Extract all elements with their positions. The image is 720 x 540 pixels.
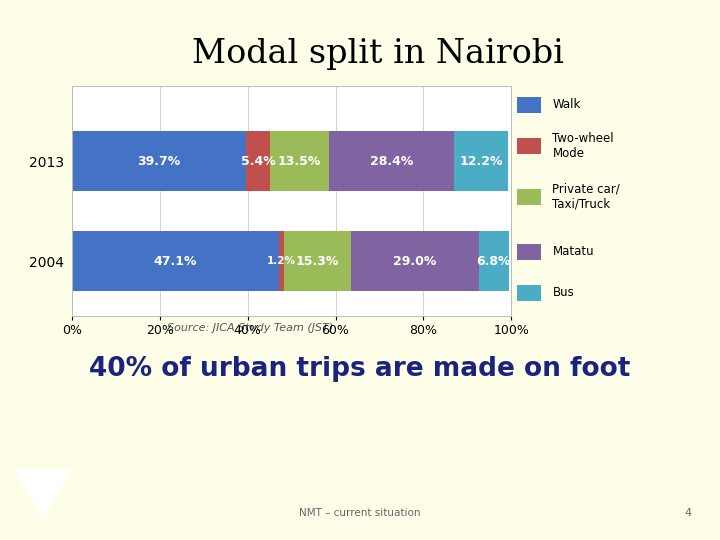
Bar xyxy=(270,131,329,191)
Text: 12.2%: 12.2% xyxy=(459,155,503,168)
FancyBboxPatch shape xyxy=(517,188,541,205)
Bar xyxy=(454,131,508,191)
Text: Source: JICA Study Team (JST): Source: JICA Study Team (JST) xyxy=(167,323,333,333)
Text: 15.3%: 15.3% xyxy=(296,254,339,267)
Bar xyxy=(479,231,508,291)
Bar xyxy=(279,231,284,291)
FancyBboxPatch shape xyxy=(517,244,541,260)
Text: 40% of urban trips are made on foot: 40% of urban trips are made on foot xyxy=(89,355,631,382)
Text: 4: 4 xyxy=(684,508,691,518)
Bar xyxy=(72,231,279,291)
Text: 47.1%: 47.1% xyxy=(153,254,197,267)
Bar xyxy=(72,131,246,191)
Text: Private car/
Taxi/Truck: Private car/ Taxi/Truck xyxy=(552,183,620,211)
Polygon shape xyxy=(14,470,72,519)
Text: 5.4%: 5.4% xyxy=(241,155,276,168)
Bar xyxy=(329,131,454,191)
Bar xyxy=(246,131,270,191)
Text: 29.0%: 29.0% xyxy=(393,254,437,267)
Text: 28.4%: 28.4% xyxy=(370,155,413,168)
Text: 6.8%: 6.8% xyxy=(477,254,511,267)
FancyBboxPatch shape xyxy=(517,97,541,113)
Text: 1.2%: 1.2% xyxy=(267,256,296,266)
Bar xyxy=(351,231,479,291)
FancyBboxPatch shape xyxy=(517,138,541,154)
Text: Matatu: Matatu xyxy=(552,245,594,258)
Bar xyxy=(284,231,351,291)
Text: Two-wheel
Mode: Two-wheel Mode xyxy=(552,132,614,160)
Text: 39.7%: 39.7% xyxy=(138,155,181,168)
Text: Modal split in Nairobi: Modal split in Nairobi xyxy=(192,38,564,70)
Text: 13.5%: 13.5% xyxy=(278,155,321,168)
Text: Walk: Walk xyxy=(552,98,581,111)
Text: NMT – current situation: NMT – current situation xyxy=(300,508,420,518)
FancyBboxPatch shape xyxy=(517,285,541,301)
Text: Bus: Bus xyxy=(552,286,574,300)
